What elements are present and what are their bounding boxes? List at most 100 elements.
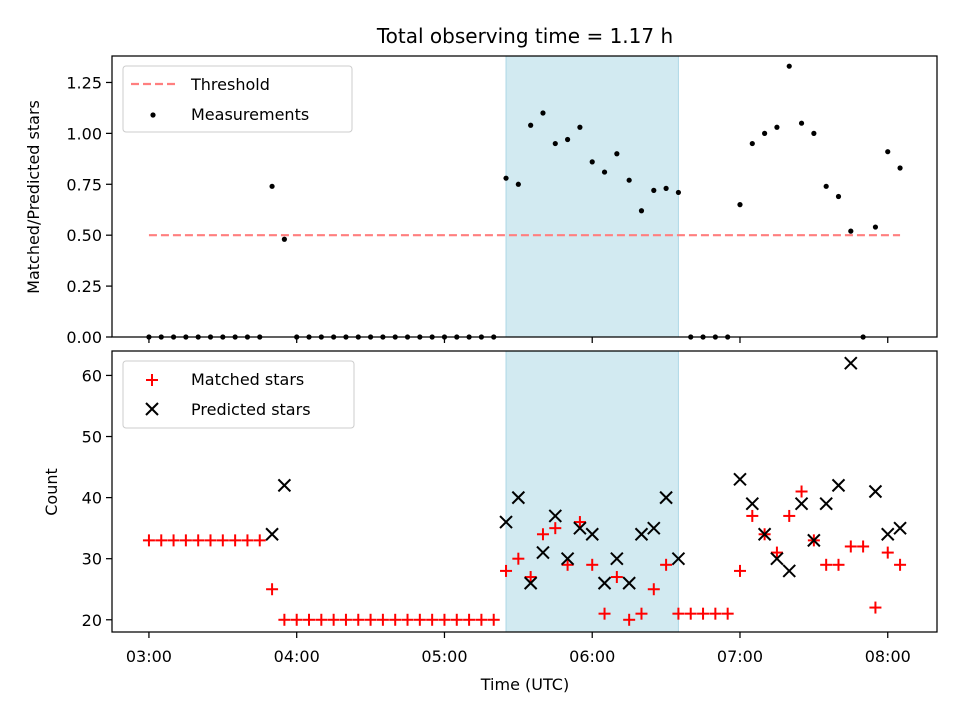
legend-measurements-label: Measurements xyxy=(191,105,309,124)
predicted-star-point xyxy=(868,484,883,499)
matched-star-point xyxy=(500,564,513,577)
matched-star-point xyxy=(179,534,192,547)
measurement-point xyxy=(589,159,595,165)
matched-star-point xyxy=(697,607,710,620)
legend-matched-label: Matched stars xyxy=(191,370,304,389)
matched-star-point xyxy=(832,558,845,571)
matched-star-point xyxy=(857,540,870,553)
measurement-point xyxy=(564,136,571,143)
matched-star-point xyxy=(881,546,894,559)
matched-star-point xyxy=(672,607,685,620)
matched-star-point xyxy=(401,613,414,626)
measurement-point xyxy=(552,140,558,147)
y-tick-label: 0.25 xyxy=(66,277,102,296)
matched-star-point xyxy=(450,613,463,626)
x-tick-label: 07:00 xyxy=(717,647,763,666)
legend-predicted-marker xyxy=(145,402,159,416)
matched-star-point xyxy=(192,534,205,547)
x-tick-label: 06:00 xyxy=(569,647,615,666)
bottom-plot-frame xyxy=(111,350,938,633)
predicted-star-point xyxy=(671,551,686,566)
legend-predicted-label: Predicted stars xyxy=(191,400,311,419)
matched-star-point xyxy=(216,534,229,547)
measurement-point xyxy=(823,183,829,189)
measurement-point xyxy=(663,185,669,191)
y-tick-label: 0.00 xyxy=(66,328,102,347)
matched-star-point xyxy=(487,613,500,626)
measurement-point xyxy=(749,140,755,147)
measurement-point xyxy=(540,110,546,116)
predicted-star-point xyxy=(659,490,673,505)
y-tick-label: 40 xyxy=(82,489,102,508)
matched-star-point xyxy=(733,564,746,577)
matched-star-point xyxy=(598,607,611,620)
measurement-point xyxy=(515,181,521,187)
matched-star-point xyxy=(241,534,254,547)
predicted-star-point xyxy=(536,545,550,560)
legend-matched-marker xyxy=(146,374,158,386)
matched-star-point xyxy=(376,613,389,626)
predicted-star-point xyxy=(782,564,796,578)
predicted-star-point xyxy=(277,478,292,493)
matched-star-point xyxy=(709,607,722,620)
measurement-point xyxy=(848,228,854,234)
matched-star-point xyxy=(684,607,697,620)
matched-star-point xyxy=(229,534,242,547)
matched-star-point xyxy=(303,613,316,626)
predicted-star-point xyxy=(770,551,784,566)
predicted-star-point xyxy=(733,472,747,486)
measurement-point xyxy=(737,202,743,208)
matched-star-point xyxy=(586,558,599,571)
measurement-point xyxy=(872,224,879,230)
matched-star-point xyxy=(623,613,636,626)
matched-star-point xyxy=(290,613,303,626)
predicted-star-point xyxy=(745,497,760,511)
predicted-star-point xyxy=(597,576,612,590)
matched-star-point xyxy=(364,613,377,626)
matched-star-point xyxy=(795,485,808,498)
y-tick-label: 0.75 xyxy=(66,175,102,194)
y-tick-label: 20 xyxy=(82,611,102,630)
matched-star-point xyxy=(512,552,525,565)
predicted-star-point xyxy=(844,356,858,370)
matched-star-point xyxy=(475,613,488,626)
matched-star-point xyxy=(426,613,439,626)
matched-star-point xyxy=(783,509,796,522)
predicted-star-point xyxy=(831,478,846,493)
matched-star-point xyxy=(339,613,352,626)
matched-star-point xyxy=(167,534,180,547)
predicted-star-point xyxy=(757,527,772,541)
measurement-point xyxy=(577,124,583,130)
measurement-point xyxy=(762,130,768,136)
matched-star-point xyxy=(536,528,549,541)
measurement-point xyxy=(798,120,805,126)
predicted-star-point xyxy=(511,490,526,505)
matched-star-point xyxy=(869,601,882,614)
matched-star-point xyxy=(315,613,328,626)
matched-star-point xyxy=(413,613,426,626)
predicted-star-point xyxy=(634,527,649,541)
top-legend: Threshold Measurements xyxy=(122,65,353,133)
predicted-star-point xyxy=(523,576,538,590)
matched-star-point xyxy=(266,583,279,596)
bottom-y-axis-label: Count xyxy=(42,468,61,516)
predicted-star-point xyxy=(573,521,587,535)
measurement-point xyxy=(626,177,632,183)
predicted-star-point xyxy=(819,497,833,511)
measurement-point xyxy=(897,165,903,171)
matched-star-point xyxy=(155,534,168,547)
bottom-panel: 20 30 40 50 60 03:00 04:00 05:00 06:00 07:00 08:0… xyxy=(42,350,938,694)
measurement-point xyxy=(601,169,608,175)
matched-star-point xyxy=(894,558,907,571)
x-tick-label: 04:00 xyxy=(274,647,320,666)
measurement-point xyxy=(786,63,792,69)
matched-star-point xyxy=(204,534,217,547)
top-legend-box xyxy=(122,65,353,133)
predicted-star-point xyxy=(610,551,624,566)
predicted-star-point xyxy=(548,509,562,523)
predicted-star-point xyxy=(265,527,279,541)
predicted-star-point xyxy=(794,497,809,511)
predicted-star-point xyxy=(622,576,636,590)
y-tick-label: 1.00 xyxy=(66,124,102,143)
